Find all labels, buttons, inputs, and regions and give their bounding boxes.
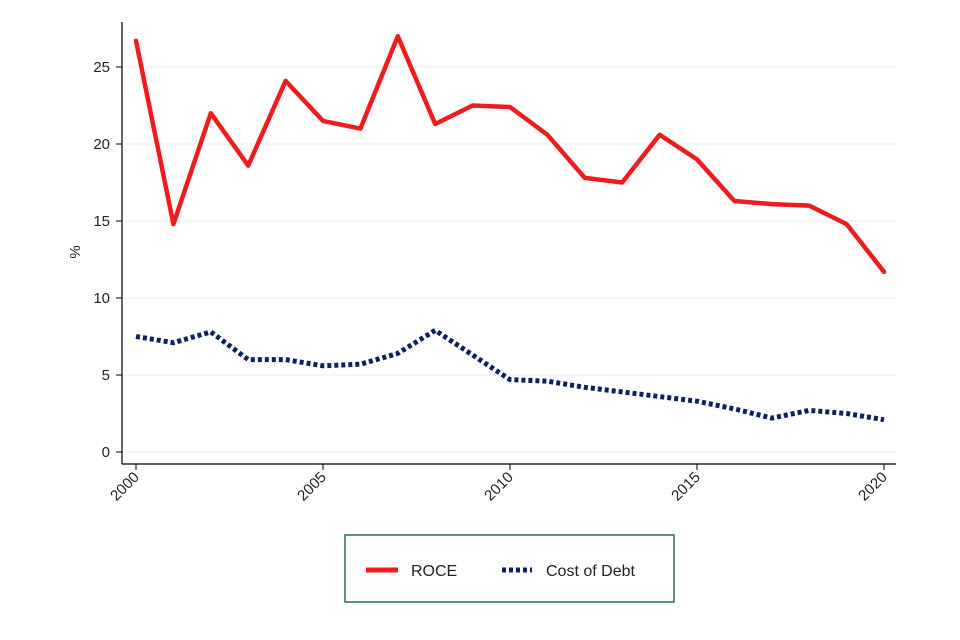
x-tick-label-2005: 2005 [294, 469, 330, 505]
series-line-roce [133, 33, 887, 275]
x-tick-label-2000: 2000 [107, 469, 143, 505]
x-tick-label-2010: 2010 [481, 469, 517, 505]
y-tick-label-20: 20 [93, 136, 110, 153]
axes [116, 22, 896, 470]
x-tick-label-2015: 2015 [668, 469, 704, 505]
y-tick-label-0: 0 [102, 444, 110, 461]
y-tick-label-15: 15 [93, 213, 110, 230]
tick-labels: 0 5 10 15 20 25 2000 2005 2010 2015 2020 [93, 59, 891, 504]
series-line-cost-of-debt [135, 327, 885, 423]
y-tick-label-10: 10 [93, 290, 110, 307]
y-axis-label: % [67, 245, 84, 258]
series-lines [133, 33, 887, 423]
legend-label-cost-of-debt: Cost of Debt [546, 563, 635, 580]
legend-label-roce: ROCE [411, 563, 457, 580]
gridlines [122, 66, 896, 453]
legend: ROCE Cost of Debt [344, 534, 675, 603]
y-tick-label-5: 5 [102, 367, 110, 384]
x-tick-label-2020: 2020 [855, 469, 891, 505]
y-tick-label-25: 25 [93, 59, 110, 76]
